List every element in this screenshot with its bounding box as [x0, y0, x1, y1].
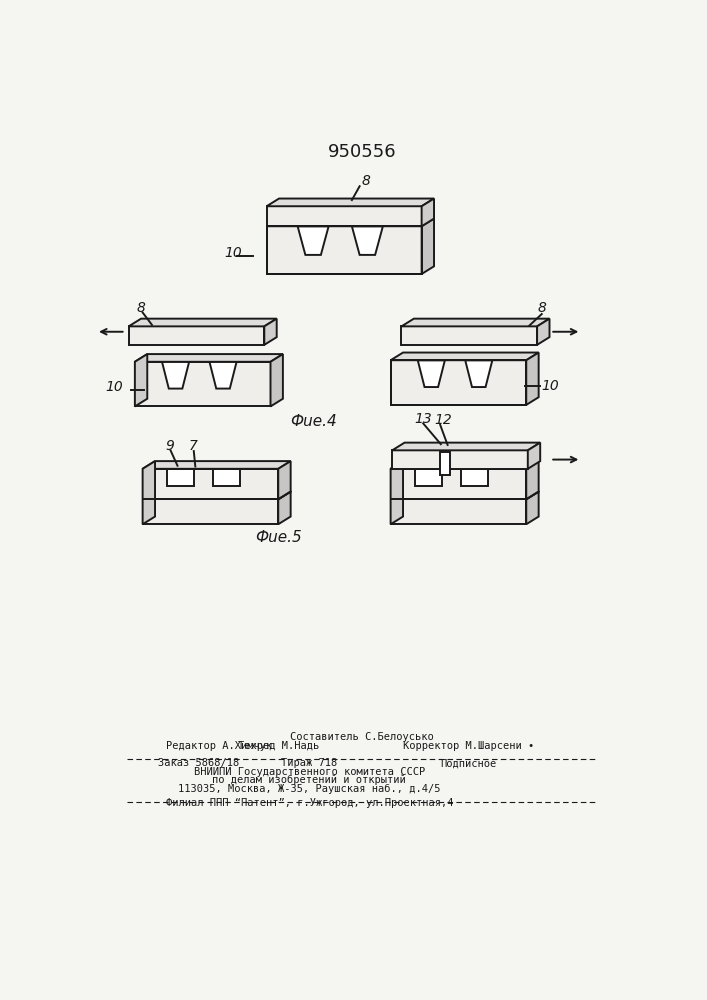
Text: 9: 9 [166, 439, 175, 453]
Text: 13: 13 [414, 412, 432, 426]
Polygon shape [135, 354, 283, 362]
Text: Тираж 718: Тираж 718 [281, 758, 337, 768]
Text: Фue.4: Фue.4 [290, 414, 337, 429]
Polygon shape [135, 354, 147, 406]
Polygon shape [392, 450, 528, 469]
Text: Корректор М.Шарсени •: Корректор М.Шарсени • [402, 741, 534, 751]
Polygon shape [402, 326, 537, 345]
Polygon shape [528, 443, 540, 469]
Polygon shape [526, 353, 539, 405]
Text: 8: 8 [136, 302, 146, 316]
Polygon shape [537, 319, 549, 345]
Polygon shape [267, 226, 421, 274]
Polygon shape [143, 469, 279, 499]
Text: Филиал ППП “Патент”, г.Ужгород, ул.Проектная,4: Филиал ППП “Патент”, г.Ужгород, ул.Проек… [165, 798, 453, 808]
Polygon shape [213, 469, 240, 486]
Polygon shape [264, 319, 276, 345]
Text: 10: 10 [224, 246, 242, 260]
Polygon shape [271, 354, 283, 406]
Polygon shape [526, 461, 539, 499]
Text: Подписное: Подписное [440, 758, 496, 768]
Polygon shape [143, 499, 279, 524]
Text: Заказ 5868/18: Заказ 5868/18 [158, 758, 240, 768]
Polygon shape [402, 319, 549, 326]
Polygon shape [143, 461, 155, 524]
Text: по делам изобретений и открытий: по делам изобретений и открытий [212, 775, 406, 785]
Text: ВНИИПИ Государственного комитета СССР: ВНИИПИ Государственного комитета СССР [194, 767, 425, 777]
Text: 12: 12 [434, 413, 452, 427]
Polygon shape [421, 219, 434, 274]
Polygon shape [391, 461, 539, 469]
Polygon shape [391, 360, 526, 405]
Text: 7: 7 [189, 439, 198, 453]
Text: 950556: 950556 [327, 143, 396, 161]
Polygon shape [267, 199, 434, 206]
Polygon shape [421, 199, 434, 226]
Polygon shape [391, 461, 403, 524]
Polygon shape [143, 461, 291, 469]
Polygon shape [418, 360, 445, 387]
Polygon shape [526, 492, 539, 524]
Polygon shape [392, 443, 540, 450]
Text: 8: 8 [538, 302, 547, 316]
Polygon shape [391, 353, 539, 360]
Polygon shape [129, 319, 276, 326]
Text: 8: 8 [361, 174, 370, 188]
Text: Техред М.Надь: Техред М.Надь [238, 741, 319, 751]
Polygon shape [465, 360, 492, 387]
Polygon shape [391, 469, 526, 499]
Text: 10: 10 [105, 380, 123, 394]
Polygon shape [440, 452, 450, 475]
Text: 10: 10 [542, 378, 559, 392]
Polygon shape [279, 492, 291, 524]
Polygon shape [298, 226, 329, 255]
Polygon shape [352, 226, 383, 255]
Polygon shape [461, 469, 489, 486]
Text: Редактор А.Химчук: Редактор А.Химчук [166, 741, 272, 751]
Polygon shape [267, 219, 434, 226]
Polygon shape [267, 206, 421, 226]
Polygon shape [162, 362, 189, 389]
Polygon shape [391, 499, 526, 524]
Polygon shape [279, 461, 291, 499]
Text: Составитель С.Белоусько: Составитель С.Белоусько [290, 732, 434, 742]
Text: Фue.5: Фue.5 [255, 530, 302, 545]
Polygon shape [415, 469, 442, 486]
Polygon shape [209, 362, 237, 389]
Text: 113035, Москва, Ж-35, Раушская наб., д.4/5: 113035, Москва, Ж-35, Раушская наб., д.4… [178, 784, 440, 794]
Polygon shape [135, 362, 271, 406]
Polygon shape [129, 326, 264, 345]
Polygon shape [167, 469, 194, 486]
